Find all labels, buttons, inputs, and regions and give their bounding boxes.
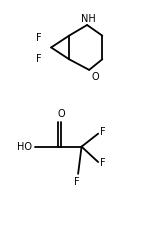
Text: NH: NH [81,14,96,24]
Text: F: F [36,54,41,64]
Text: O: O [57,109,65,120]
Text: HO: HO [17,142,32,152]
Text: F: F [100,127,105,137]
Text: F: F [74,177,80,187]
Text: O: O [91,72,99,82]
Text: F: F [36,33,41,43]
Text: F: F [100,158,105,168]
